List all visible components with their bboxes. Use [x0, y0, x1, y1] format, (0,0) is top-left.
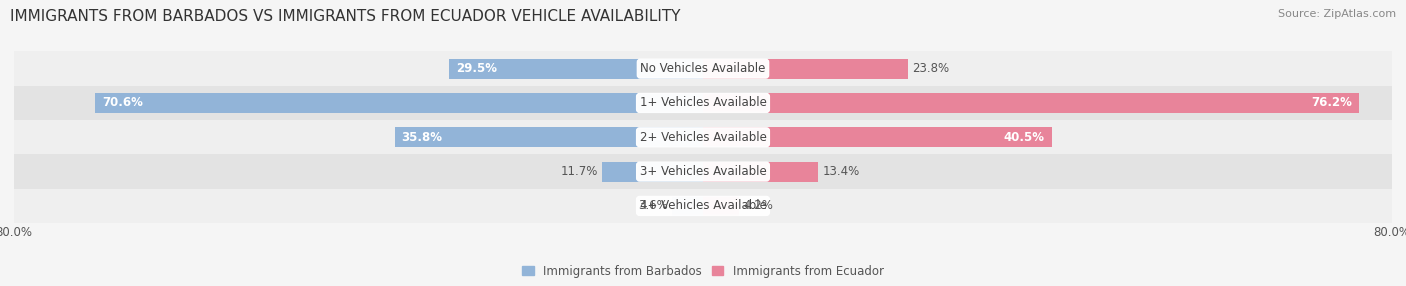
Text: No Vehicles Available: No Vehicles Available: [640, 62, 766, 75]
Bar: [395, 127, 703, 147]
Bar: [703, 196, 740, 216]
Bar: [14, 51, 1392, 86]
Bar: [14, 86, 1392, 120]
Bar: [672, 196, 703, 216]
Bar: [14, 189, 1392, 223]
Text: 23.8%: 23.8%: [912, 62, 949, 75]
Bar: [703, 59, 908, 79]
Text: 29.5%: 29.5%: [456, 62, 496, 75]
Text: 35.8%: 35.8%: [402, 131, 443, 144]
Text: 3.6%: 3.6%: [638, 199, 668, 212]
Text: 2+ Vehicles Available: 2+ Vehicles Available: [640, 131, 766, 144]
Text: 3+ Vehicles Available: 3+ Vehicles Available: [640, 165, 766, 178]
Text: 13.4%: 13.4%: [823, 165, 860, 178]
Bar: [602, 162, 703, 182]
Bar: [703, 162, 818, 182]
Legend: Immigrants from Barbados, Immigrants from Ecuador: Immigrants from Barbados, Immigrants fro…: [517, 260, 889, 282]
Text: 40.5%: 40.5%: [1004, 131, 1045, 144]
Text: 76.2%: 76.2%: [1312, 96, 1353, 110]
Bar: [703, 127, 1052, 147]
Bar: [96, 93, 703, 113]
Bar: [14, 120, 1392, 154]
Bar: [14, 154, 1392, 189]
Text: Source: ZipAtlas.com: Source: ZipAtlas.com: [1278, 9, 1396, 19]
Text: 70.6%: 70.6%: [101, 96, 143, 110]
Text: 4+ Vehicles Available: 4+ Vehicles Available: [640, 199, 766, 212]
Text: 11.7%: 11.7%: [561, 165, 598, 178]
Bar: [449, 59, 703, 79]
Text: IMMIGRANTS FROM BARBADOS VS IMMIGRANTS FROM ECUADOR VEHICLE AVAILABILITY: IMMIGRANTS FROM BARBADOS VS IMMIGRANTS F…: [10, 9, 681, 23]
Bar: [703, 93, 1360, 113]
Text: 1+ Vehicles Available: 1+ Vehicles Available: [640, 96, 766, 110]
Text: 4.2%: 4.2%: [744, 199, 773, 212]
